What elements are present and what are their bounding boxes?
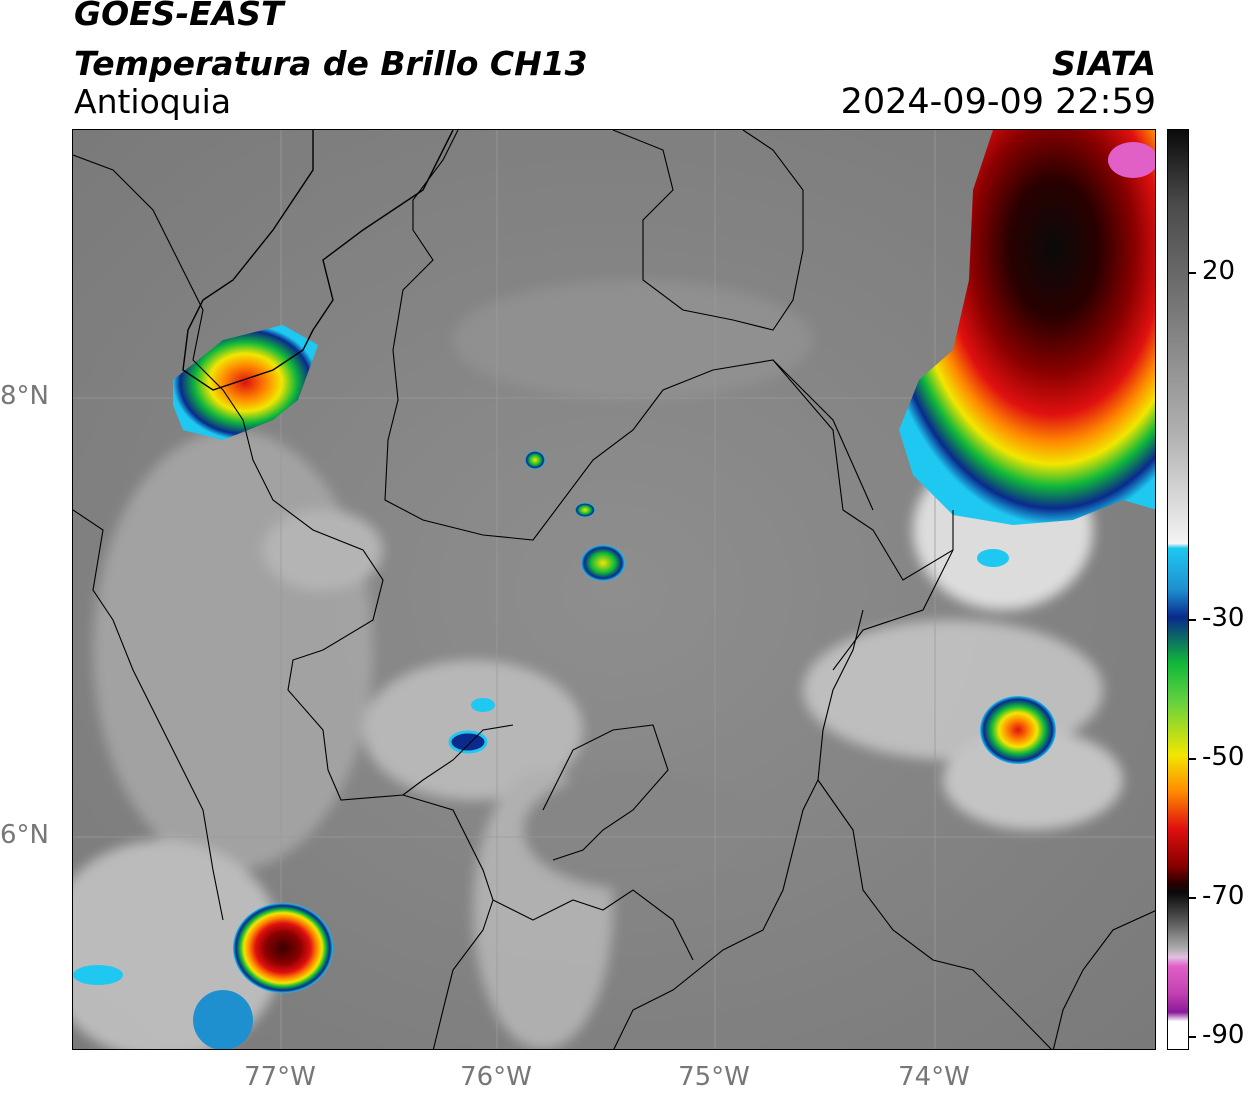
cbar-label-neg50: -50 (1202, 742, 1245, 772)
cell-5 (448, 730, 488, 754)
cbar-label-neg90: -90 (1202, 1020, 1245, 1050)
storm-core-magenta (1108, 142, 1155, 178)
cbar-label-20: 20 (1202, 256, 1236, 286)
coastline (182, 130, 454, 391)
storm-northwest (173, 325, 318, 440)
colorbar (1167, 129, 1189, 1050)
cell-2 (575, 503, 595, 517)
product-title: Temperatura de Brillo CH13 (74, 44, 588, 83)
cbar-tick-mark-1 (1189, 272, 1196, 274)
agency-label: SIATA (1052, 44, 1156, 83)
admin-borders (73, 130, 1155, 1049)
cbar-label-neg30: -30 (1202, 603, 1245, 633)
cell-3 (581, 545, 625, 581)
cbar-tick-mark-4 (1189, 897, 1196, 899)
cbar-tick-mark-2 (1189, 619, 1196, 621)
satellite-map[interactable] (72, 129, 1156, 1050)
satellite-title: GOES-EAST (74, 0, 284, 33)
storm-southwest (233, 903, 333, 993)
lat-label-6n: 6°N (0, 820, 49, 850)
lat-label-8n: 8°N (0, 381, 49, 411)
cell-9 (73, 965, 123, 985)
cbar-label-neg70: -70 (1202, 881, 1245, 911)
storm-northeast (899, 130, 1155, 525)
cell-4 (980, 696, 1056, 764)
cell-6 (471, 698, 495, 712)
cbar-tick-mark-3 (1189, 758, 1196, 760)
cell-7 (977, 549, 1009, 567)
map-canvas (73, 130, 1155, 1049)
cbar-tick-mark-5 (1189, 1036, 1196, 1038)
lon-label-76w: 76°W (460, 1062, 532, 1092)
cell-1 (525, 451, 545, 469)
cell-8 (193, 990, 253, 1049)
region-label: Antioquia (74, 82, 232, 121)
lon-label-77w: 77°W (244, 1062, 316, 1092)
lon-label-74w: 74°W (898, 1062, 970, 1092)
datetime-label: 2024-09-09 22:59 (840, 82, 1156, 122)
lon-label-75w: 75°W (678, 1062, 750, 1092)
